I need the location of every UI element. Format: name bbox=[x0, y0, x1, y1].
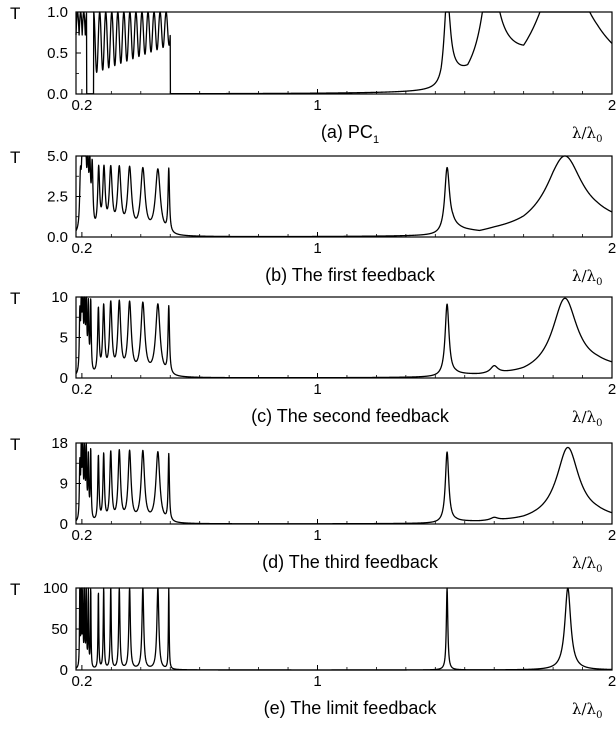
x-tick-label: 0.2 bbox=[71, 381, 92, 398]
y-tick-label: 0.0 bbox=[47, 229, 68, 246]
transmission-curve bbox=[75, 155, 613, 238]
panel-5: 0.2 1 2 0 50 100 Tλ/λ0 (e) The limit feedback bbox=[10, 580, 616, 721]
x-tick-label: 0.2 bbox=[71, 527, 92, 544]
y-axis-label: T bbox=[10, 435, 20, 454]
y-tick-label: 0 bbox=[60, 370, 68, 387]
x-tick-label: 1 bbox=[313, 240, 321, 257]
plot-frame bbox=[75, 11, 613, 95]
y-tick-label: 10 bbox=[51, 289, 68, 306]
x-tick-label: 1 bbox=[313, 673, 321, 690]
transmission-curve bbox=[75, 587, 613, 671]
y-tick-label: 0.5 bbox=[47, 45, 68, 62]
y-tick-label: 2.5 bbox=[47, 189, 68, 206]
y-tick-label: 18 bbox=[51, 435, 68, 452]
x-tick-label: 2 bbox=[608, 381, 616, 398]
y-tick-label: 5.0 bbox=[47, 148, 68, 165]
y-axis-label: T bbox=[10, 289, 20, 308]
y-axis-label: T bbox=[10, 4, 20, 23]
y-tick-label: 1.0 bbox=[47, 4, 68, 21]
y-axis-label: T bbox=[10, 580, 20, 599]
x-axis-label: λ/λ0 bbox=[572, 267, 602, 288]
y-tick-label: 9 bbox=[60, 476, 68, 493]
x-axis-label: λ/λ0 bbox=[572, 554, 602, 575]
transmission-curve bbox=[75, 296, 613, 379]
y-tick-label: 0 bbox=[60, 662, 68, 679]
plot-frame bbox=[75, 296, 613, 379]
x-tick-label: 1 bbox=[313, 527, 321, 544]
panel-caption: (e) The limit feedback bbox=[264, 698, 438, 718]
x-tick-label: 2 bbox=[608, 527, 616, 544]
y-tick-label: 100 bbox=[43, 580, 68, 597]
x-tick-label: 2 bbox=[608, 240, 616, 257]
x-tick-label: 2 bbox=[608, 673, 616, 690]
transmission-curve bbox=[75, 11, 613, 95]
panel-caption: (d) The third feedback bbox=[262, 552, 439, 572]
x-tick-label: 1 bbox=[313, 97, 321, 114]
panel-4: 0.2 1 2 0 9 18 Tλ/λ0 (d) The third feedback bbox=[10, 435, 616, 575]
x-axis-label: λ/λ0 bbox=[572, 700, 602, 721]
panel-3: 0.2 1 2 0 5 10 Tλ/λ0 (c) The second feedback bbox=[10, 289, 616, 429]
x-tick-label: 2 bbox=[608, 97, 616, 114]
panel-caption: (a) PC1 bbox=[321, 122, 379, 146]
y-axis-label: T bbox=[10, 148, 20, 167]
panel-caption: (c) The second feedback bbox=[251, 406, 450, 426]
panel-1: 0.2 1 2 0.0 0.5 1.0 Tλ/λ0 (a) PC1 bbox=[10, 4, 616, 146]
x-axis-label: λ/λ0 bbox=[572, 124, 602, 145]
x-tick-label: 0.2 bbox=[71, 97, 92, 114]
x-tick-label: 0.2 bbox=[71, 673, 92, 690]
transmission-curve bbox=[75, 442, 613, 525]
plot-frame bbox=[75, 155, 613, 238]
y-tick-label: 0.0 bbox=[47, 86, 68, 103]
x-tick-label: 1 bbox=[313, 381, 321, 398]
y-tick-label: 5 bbox=[60, 330, 68, 347]
y-tick-label: 0 bbox=[60, 516, 68, 533]
panel-caption: (b) The first feedback bbox=[265, 265, 436, 285]
y-tick-label: 50 bbox=[51, 621, 68, 638]
x-tick-label: 0.2 bbox=[71, 240, 92, 257]
panel-2: 0.2 1 2 0.0 2.5 5.0 Tλ/λ0 (b) The first feedbac… bbox=[10, 148, 616, 288]
x-axis-label: λ/λ0 bbox=[572, 408, 602, 429]
